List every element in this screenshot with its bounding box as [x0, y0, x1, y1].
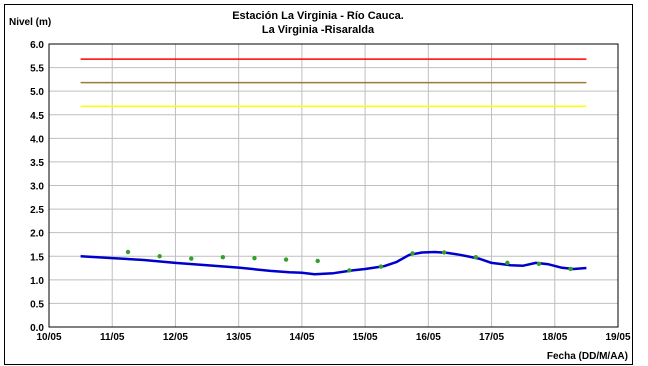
- x-tick-label: 12/05: [163, 332, 188, 343]
- x-tick-label: 16/05: [416, 332, 441, 343]
- observation-point: [283, 257, 289, 262]
- x-tick-labels: 10/05 11/05 12/05 13/05 14/05 15/05 16/05 17/05…: [36, 332, 630, 343]
- data-series: [80, 249, 587, 276]
- observation-point: [347, 268, 352, 273]
- observation-point: [410, 251, 415, 256]
- observation-point: [568, 266, 573, 272]
- observation-point: [125, 249, 131, 255]
- level-series-line: [80, 250, 587, 276]
- grid-lines: [48, 43, 619, 328]
- observation-point: [473, 254, 478, 260]
- x-tick-label: 17/05: [479, 332, 504, 343]
- y-tick-label: 5.5: [30, 64, 44, 75]
- y-tick-label: 1.5: [30, 252, 44, 263]
- y-tick-labels: 0.0 0.5 1.0 1.5 2.0 2.5 3.0 3.5 4.0 4.5 5.0 5.5 6.0: [30, 40, 44, 334]
- river-level-chart: 0.00.51.01.52.02.53.03.54.04.55.05.56.0 …: [9, 10, 631, 362]
- y-tick-label: 4.5: [30, 111, 44, 122]
- y-tick-label: 0.5: [30, 299, 44, 310]
- y-tick-label: 6.0: [30, 40, 44, 51]
- x-tick-label: 14/05: [289, 332, 314, 343]
- reference-lines: [80, 58, 587, 108]
- observation-point: [536, 261, 542, 266]
- y-axis-label: Nivel (m): [9, 17, 51, 28]
- observation-point: [157, 254, 162, 259]
- y-tick-label: 3.5: [30, 158, 44, 169]
- y-tick-label: 2.0: [30, 229, 44, 240]
- x-tick-label: 18/05: [542, 332, 567, 343]
- y-tick-label: 3.0: [30, 182, 44, 193]
- x-tick-label: 13/05: [226, 332, 251, 343]
- observation-point: [441, 250, 447, 255]
- y-tick-label: 0.0: [30, 323, 44, 334]
- observation-point: [252, 255, 257, 261]
- observation-point: [315, 258, 320, 264]
- chart-subtitle: La Virginia -Risaralda: [262, 24, 375, 36]
- x-axis-label: Fecha (DD/M/AA): [547, 351, 628, 362]
- x-tick-label: 19/05: [605, 332, 630, 343]
- chart-frame: 0.0 0.5 1.0 1.5 2.0 2.5 3.0 3.5 4.0 4.5 5.0 5.5 6.0 …: [4, 4, 633, 365]
- observation-point: [189, 256, 194, 261]
- observation-point: [505, 260, 510, 266]
- chart-title: Estación La Virginia - Río Cauca.: [232, 10, 404, 22]
- y-tick-label: 4.0: [30, 134, 44, 145]
- x-tick-label: 15/05: [353, 332, 378, 343]
- x-tick-label: 11/05: [100, 332, 125, 343]
- y-tick-label: 2.5: [30, 205, 44, 216]
- y-tick-label: 5.0: [30, 87, 44, 98]
- x-tick-label: 10/05: [36, 332, 61, 343]
- plot-border: [48, 43, 619, 328]
- observation-point: [220, 254, 226, 260]
- y-tick-label: 1.0: [30, 276, 44, 287]
- observation-point: [378, 264, 384, 269]
